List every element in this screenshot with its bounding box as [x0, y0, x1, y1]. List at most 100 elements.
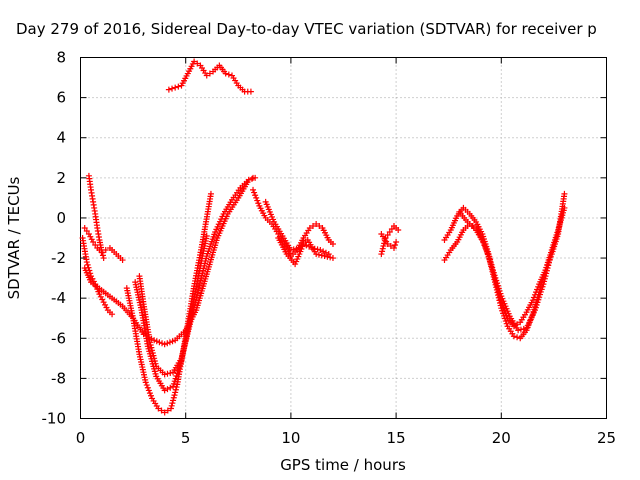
- data-point: [166, 339, 173, 346]
- data-point: [161, 341, 168, 348]
- data-point: [308, 245, 315, 252]
- data-point: [164, 340, 171, 347]
- data-point: [172, 84, 179, 91]
- data-point: [206, 70, 213, 77]
- data-point: [538, 286, 545, 293]
- data-point: [329, 255, 336, 262]
- data-point: [542, 273, 549, 280]
- data-point: [378, 251, 385, 258]
- data-point: [510, 333, 517, 340]
- data-point: [147, 341, 154, 348]
- data-point: [321, 253, 328, 260]
- data-point: [490, 269, 497, 276]
- data-point: [533, 301, 540, 308]
- data-point: [164, 407, 171, 414]
- data-point: [142, 379, 149, 386]
- y-tick-label: -10: [42, 410, 67, 428]
- data-point: [250, 186, 257, 193]
- data-point: [159, 340, 166, 347]
- data-point: [175, 367, 182, 374]
- data-point: [175, 365, 182, 372]
- data-point: [168, 402, 175, 409]
- data-point: [311, 245, 318, 252]
- data-point: [253, 194, 260, 201]
- data-point: [327, 254, 334, 261]
- plot-frame: [80, 57, 607, 419]
- data-point: [325, 251, 332, 258]
- data-point: [170, 383, 177, 390]
- data-point: [300, 241, 307, 248]
- data-point: [170, 380, 177, 387]
- data-point: [486, 256, 493, 263]
- y-tick-label: 6: [56, 89, 66, 107]
- data-point: [161, 387, 168, 394]
- data-point: [109, 311, 116, 318]
- data-point: [532, 304, 539, 311]
- data-point: [287, 247, 294, 254]
- data-point: [158, 407, 165, 414]
- data-point: [517, 326, 524, 333]
- data-point: [170, 397, 177, 404]
- data-point: [497, 299, 504, 306]
- data-point: [309, 222, 316, 229]
- series-arc-16: [456, 208, 553, 334]
- data-point: [543, 267, 550, 274]
- data-point: [314, 246, 321, 253]
- data-point: [320, 248, 327, 255]
- data-point: [495, 285, 502, 292]
- data-point: [155, 405, 162, 412]
- data-point: [81, 224, 88, 231]
- data-point: [149, 349, 156, 356]
- series-arc-11: [275, 235, 332, 268]
- data-point: [393, 239, 400, 246]
- data-point: [83, 259, 90, 266]
- data-point: [535, 296, 542, 303]
- data-point: [84, 261, 91, 268]
- data-point: [536, 294, 543, 301]
- data-point: [315, 251, 322, 258]
- data-point: [483, 246, 490, 253]
- data-point: [497, 290, 504, 297]
- y-tick-label: 0: [56, 209, 66, 227]
- data-point: [252, 192, 259, 199]
- data-point: [387, 243, 394, 250]
- data-point: [541, 275, 548, 282]
- data-point: [388, 225, 395, 232]
- data-point: [222, 70, 229, 77]
- data-point: [395, 226, 402, 233]
- data-point: [207, 190, 214, 197]
- data-point: [379, 248, 386, 255]
- data-point: [482, 243, 489, 250]
- data-point: [494, 282, 501, 289]
- x-tick-label: 25: [597, 429, 616, 447]
- data-point: [561, 204, 568, 211]
- data-point: [492, 274, 499, 281]
- x-tick-label: 20: [492, 429, 511, 447]
- series-arc-12: [378, 222, 402, 258]
- series-arc-13: [378, 230, 400, 252]
- series-arc-8: [165, 58, 254, 95]
- data-point: [534, 299, 541, 306]
- y-axis-tick-labels: -10 -8 -6 -4 -2 0 2 4 6 8: [42, 49, 67, 428]
- data-point: [540, 281, 547, 288]
- x-tick-label: 5: [181, 429, 191, 447]
- data-point: [225, 71, 232, 78]
- data-point: [174, 370, 181, 377]
- data-point: [169, 400, 176, 407]
- data-point: [543, 270, 550, 277]
- data-point: [497, 302, 504, 309]
- series-arc-3: [85, 172, 107, 262]
- data-point: [379, 245, 386, 252]
- data-point: [167, 405, 174, 412]
- y-tick-label: 8: [56, 49, 66, 67]
- data-point: [165, 86, 172, 93]
- data-point: [531, 307, 538, 314]
- data-point: [90, 239, 97, 246]
- data-point: [488, 261, 495, 268]
- grid: [80, 57, 607, 419]
- data-point: [489, 264, 496, 271]
- data-point: [546, 257, 553, 264]
- data-point: [99, 249, 106, 256]
- data-points: [79, 58, 568, 416]
- series-arc-9: [250, 186, 336, 260]
